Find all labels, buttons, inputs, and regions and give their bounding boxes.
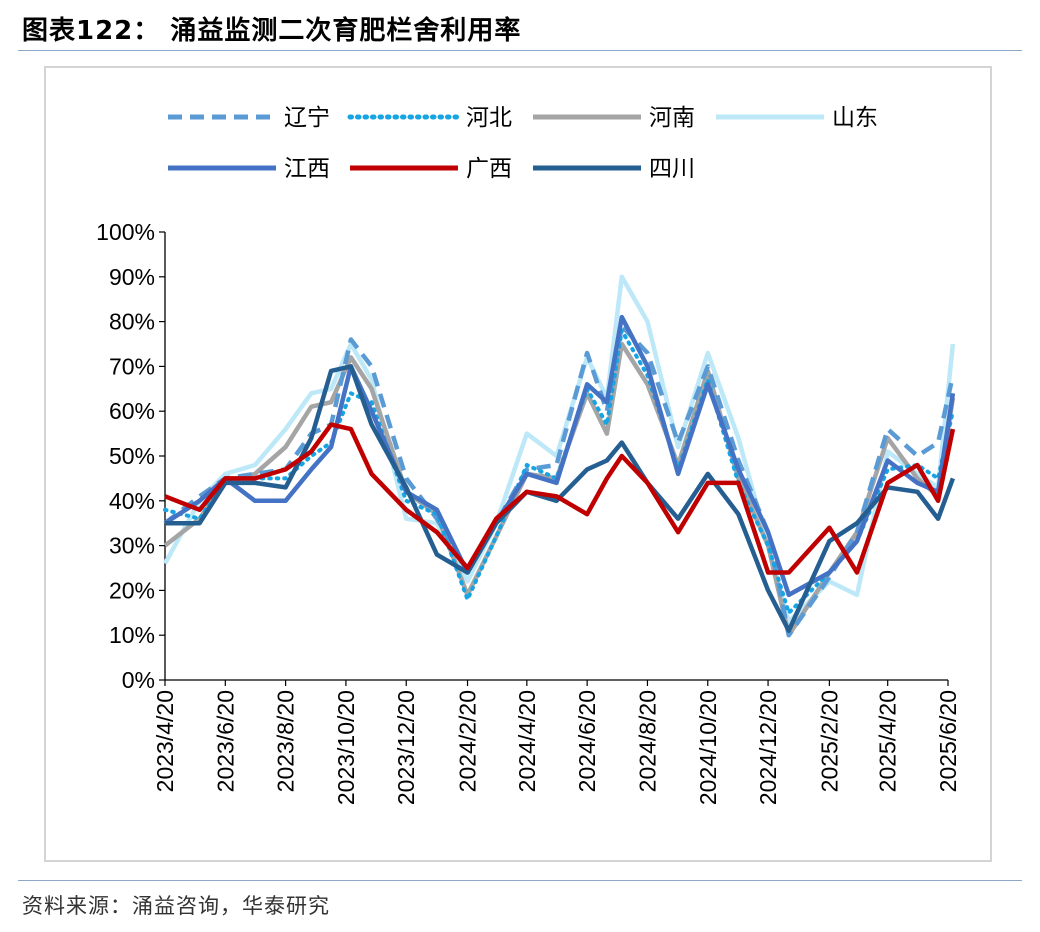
x-tick-label: 2025/2/20 <box>816 690 842 792</box>
x-tick-label: 2025/4/20 <box>875 690 901 792</box>
y-tick-label: 40% <box>109 488 155 514</box>
x-tick-label: 2023/10/20 <box>333 690 359 805</box>
y-tick-label: 70% <box>109 353 155 379</box>
legend-label: 河南 <box>649 104 695 130</box>
x-tick-label: 2023/8/20 <box>273 690 299 792</box>
series-line-山东 <box>163 274 956 625</box>
series-line-广西 <box>164 422 956 575</box>
bottom-divider <box>18 880 1022 881</box>
y-tick-label: 30% <box>109 533 155 559</box>
legend-label: 广西 <box>466 155 512 181</box>
y-tick-label: 60% <box>109 398 155 424</box>
y-tick-label: 90% <box>109 264 155 290</box>
legend-label: 辽宁 <box>284 104 330 130</box>
source-note: 资料来源：涌益咨询，华泰研究 <box>22 894 330 918</box>
series-line-河南 <box>163 341 956 638</box>
y-tick-label: 0% <box>122 667 155 693</box>
x-tick-label: 2024/4/20 <box>514 690 540 792</box>
x-tick-label: 2023/4/20 <box>152 690 178 792</box>
y-tick-label: 10% <box>109 622 155 648</box>
series-line-江西 <box>163 314 956 598</box>
x-tick-label: 2024/6/20 <box>574 690 600 792</box>
y-tick-label: 20% <box>109 577 155 603</box>
x-tick-label: 2024/2/20 <box>455 690 481 792</box>
y-tick-label: 100% <box>96 219 155 245</box>
top-divider <box>18 50 1022 51</box>
figure-title: 图表122： 涌益监测二次育肥栏舍利用率 <box>22 16 522 46</box>
legend-label: 山东 <box>832 104 878 130</box>
y-tick-label: 80% <box>109 309 155 335</box>
x-tick-label: 2024/10/20 <box>695 690 721 805</box>
legend-label: 江西 <box>284 155 330 181</box>
y-tick-label: 50% <box>109 443 155 469</box>
x-tick-label: 2023/6/20 <box>212 690 238 792</box>
x-tick-label: 2025/6/20 <box>935 690 961 792</box>
x-tick-label: 2024/8/20 <box>634 690 660 792</box>
x-tick-label: 2023/12/20 <box>393 690 419 805</box>
legend-label: 四川 <box>649 155 695 181</box>
legend-label: 河北 <box>466 104 512 130</box>
x-tick-label: 2024/12/20 <box>755 690 781 805</box>
